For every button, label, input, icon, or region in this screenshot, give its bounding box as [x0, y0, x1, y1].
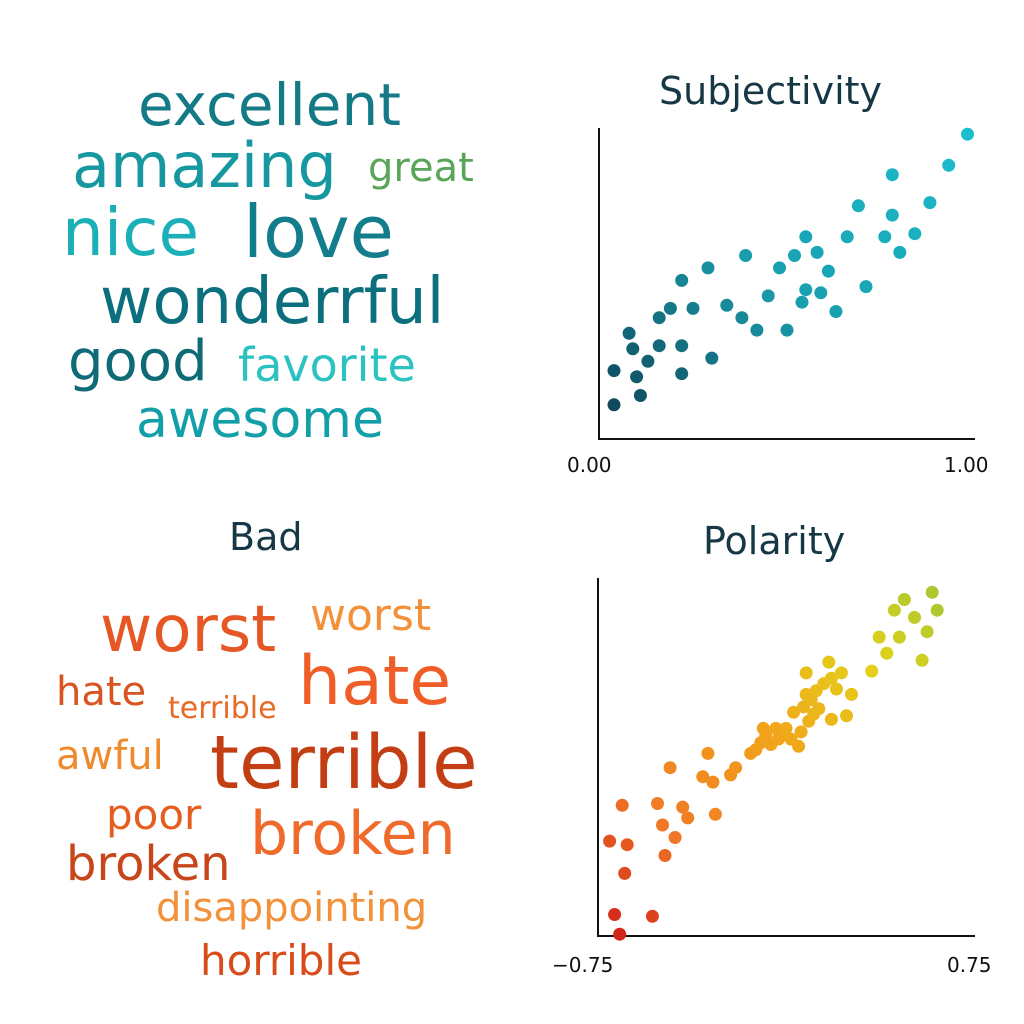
subjectivity-point	[799, 230, 812, 243]
polarity-point	[608, 908, 621, 921]
subjectivity-point	[908, 227, 921, 240]
polarity-point	[646, 910, 659, 923]
polarity-x-tick-max: 0.75	[947, 953, 992, 977]
subjectivity-point	[675, 367, 688, 380]
subjectivity-point	[634, 389, 647, 402]
polarity-point	[893, 631, 906, 644]
subjectivity-point	[702, 261, 715, 274]
subjectivity-point	[886, 168, 899, 181]
polarity-point	[825, 713, 838, 726]
subjectivity-point	[860, 280, 873, 293]
subjectivity-x-tick-min: 0.00	[567, 453, 612, 477]
polarity-point	[669, 831, 682, 844]
polarity-point	[822, 656, 835, 669]
polarity-point	[656, 819, 669, 832]
polarity-point	[621, 838, 634, 851]
subjectivity-x-tick-max: 1.00	[944, 453, 989, 477]
polarity-point	[916, 654, 929, 667]
polarity-point	[603, 835, 616, 848]
subjectivity-point	[750, 324, 763, 337]
polarity-point	[651, 797, 664, 810]
subjectivity-point	[623, 327, 636, 340]
polarity-point	[618, 867, 631, 880]
polarity-point	[888, 604, 901, 617]
polarity-point	[880, 647, 893, 660]
subjectivity-point	[829, 305, 842, 318]
subjectivity-point	[886, 209, 899, 222]
polarity-point	[613, 928, 626, 941]
subjectivity-point	[811, 246, 824, 259]
subjectivity-point	[799, 283, 812, 296]
polarity-point	[706, 776, 719, 789]
subjectivity-point	[796, 296, 809, 309]
polarity-point	[931, 604, 944, 617]
polarity-point	[812, 702, 825, 715]
subjectivity-point	[608, 364, 621, 377]
polarity-point	[898, 593, 911, 606]
subjectivity-point	[762, 289, 775, 302]
subjectivity-point	[841, 230, 854, 243]
subjectivity-point	[664, 302, 677, 315]
polarity-points	[603, 586, 944, 941]
subjectivity-point	[675, 339, 688, 352]
subjectivity-point	[788, 249, 801, 262]
polarity-point	[908, 611, 921, 624]
polarity-point	[792, 740, 805, 753]
subjectivity-point	[822, 265, 835, 278]
polarity-x-tick-min: −0.75	[552, 953, 613, 977]
polarity-point	[795, 725, 808, 738]
polarity-point	[664, 761, 677, 774]
polarity-point	[616, 799, 629, 812]
subjectivity-point	[653, 311, 666, 324]
subjectivity-points	[608, 128, 975, 412]
subjectivity-point	[961, 128, 974, 141]
subjectivity-point	[720, 299, 733, 312]
polarity-point	[659, 849, 672, 862]
subjectivity-point	[653, 339, 666, 352]
subjectivity-point	[687, 302, 700, 315]
subjectivity-point	[814, 286, 827, 299]
polarity-point	[921, 625, 934, 638]
subjectivity-point	[893, 246, 906, 259]
subjectivity-point	[705, 352, 718, 365]
polarity-point	[830, 683, 843, 696]
polarity-point	[873, 631, 886, 644]
subjectivity-point	[852, 199, 865, 212]
polarity-point	[845, 688, 858, 701]
polarity-point	[835, 666, 848, 679]
subjectivity-point	[942, 159, 955, 172]
subjectivity-point	[739, 249, 752, 262]
subjectivity-point	[608, 398, 621, 411]
polarity-point	[701, 747, 714, 760]
polarity-point	[681, 811, 694, 824]
polarity-point	[729, 761, 742, 774]
subjectivity-point	[626, 342, 639, 355]
subjectivity-point	[735, 311, 748, 324]
subjectivity-axes: 0.00 1.00	[567, 128, 989, 477]
subjectivity-point	[630, 370, 643, 383]
subjectivity-point	[781, 324, 794, 337]
subjectivity-point	[878, 230, 891, 243]
subjectivity-point	[773, 261, 786, 274]
polarity-point	[800, 666, 813, 679]
polarity-point	[840, 709, 853, 722]
subjectivity-point	[675, 274, 688, 287]
polarity-point	[709, 808, 722, 821]
subjectivity-point	[923, 196, 936, 209]
subjectivity-point	[641, 355, 654, 368]
polarity-point	[865, 665, 878, 678]
polarity-point	[926, 586, 939, 599]
